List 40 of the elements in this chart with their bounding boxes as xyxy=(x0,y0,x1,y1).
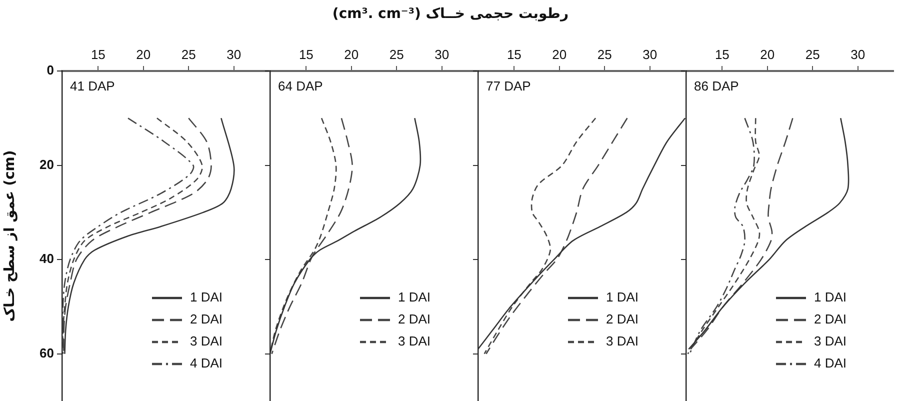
x-tick-label: 30 xyxy=(434,46,450,62)
x-tick-label: 20 xyxy=(760,46,775,62)
x-tick-label: 15 xyxy=(714,46,730,62)
legend-label: 1 DAI xyxy=(606,290,639,305)
legend-label: 4 DAI xyxy=(814,356,847,371)
x-tick-label: 25 xyxy=(805,46,820,62)
x-tick-label: 20 xyxy=(136,46,151,62)
y-tick-label: 40 xyxy=(40,251,54,266)
legend-label: 3 DAI xyxy=(398,334,431,349)
x-axis-title: رطوبت حجمی خــاک (cm³. cm⁻³) xyxy=(331,6,570,22)
x-tick-label: 25 xyxy=(181,46,196,62)
x-tick-label: 30 xyxy=(642,46,658,62)
legend-label: 2 DAI xyxy=(398,312,431,327)
x-tick-label: 15 xyxy=(298,46,314,62)
legend-label: 2 DAI xyxy=(190,312,223,327)
x-tick-label: 20 xyxy=(344,46,359,62)
annotation: 86 DAP xyxy=(694,78,739,94)
annotation: 41 DAP xyxy=(70,78,115,94)
legend-label: 2 DAI xyxy=(606,312,639,327)
y-tick-label: 20 xyxy=(40,156,54,172)
y-axis-title: عمق از سطح خـاک (cm) xyxy=(2,150,18,322)
legend-label: 3 DAI xyxy=(814,334,847,349)
legend-label: 1 DAI xyxy=(398,290,431,305)
x-tick-label: 25 xyxy=(389,46,404,62)
legend-label: 3 DAI xyxy=(190,334,223,349)
y-tick-label: 0 xyxy=(46,62,54,78)
legend-label: 3 DAI xyxy=(606,334,639,349)
annotation: 64 DAP xyxy=(278,78,323,94)
y-tick-label: 60 xyxy=(40,345,54,360)
legend-label: 1 DAI xyxy=(814,290,847,305)
x-tick-label: 15 xyxy=(506,46,522,62)
legend-label: 4 DAI xyxy=(190,356,223,371)
x-tick-label: 30 xyxy=(850,46,866,62)
x-tick-label: 20 xyxy=(552,46,567,62)
x-tick-label: 30 xyxy=(226,46,242,62)
annotation: 77 DAP xyxy=(486,78,531,94)
x-tick-label: 15 xyxy=(90,46,106,62)
x-tick-label: 25 xyxy=(597,46,612,62)
legend-label: 1 DAI xyxy=(190,290,223,305)
legend-label: 2 DAI xyxy=(814,312,847,327)
